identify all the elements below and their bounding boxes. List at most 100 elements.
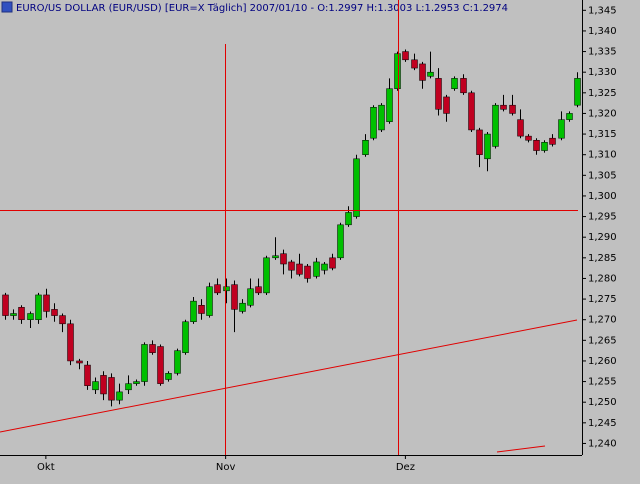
y-tick-label: 1,285 <box>588 253 617 264</box>
candle-body <box>443 96 450 114</box>
candle-body <box>214 284 221 294</box>
candle-body <box>574 78 581 106</box>
candle-body <box>411 59 418 69</box>
candle-body <box>476 129 483 155</box>
candle-body <box>116 391 123 401</box>
candle-body <box>353 158 360 217</box>
candle-body <box>2 294 9 316</box>
y-tick-label: 1,315 <box>588 129 617 140</box>
candle-body <box>157 346 164 384</box>
candle-body <box>304 265 311 279</box>
candle-body <box>10 313 17 316</box>
candle-body <box>149 344 156 353</box>
candle-body <box>255 286 262 294</box>
candle-body <box>288 261 295 271</box>
candle-body <box>198 305 205 314</box>
candle-body <box>394 53 401 89</box>
candle-body <box>67 323 74 362</box>
y-tick-label: 1,295 <box>588 212 617 223</box>
candle-body <box>386 88 393 122</box>
candle-body <box>182 321 189 353</box>
candle-body <box>500 104 507 110</box>
candle-body <box>427 71 434 77</box>
x-tick-label: Nov <box>216 462 236 473</box>
candle-body <box>549 137 556 145</box>
candle-body <box>378 104 385 131</box>
y-tick-label: 1,300 <box>588 191 617 202</box>
candle-body <box>296 263 303 275</box>
y-tick-label: 1,345 <box>588 5 617 16</box>
y-tick-label: 1,255 <box>588 377 617 388</box>
candle-body <box>435 78 442 110</box>
candle-body <box>492 104 499 147</box>
candle-body <box>533 140 540 151</box>
candle-body <box>51 309 58 316</box>
candle-body <box>206 286 213 316</box>
candle-body <box>231 284 238 310</box>
candle-body <box>370 107 377 139</box>
trend-line <box>0 319 578 433</box>
trend-line <box>496 445 546 453</box>
y-tick-label: 1,275 <box>588 294 617 305</box>
x-tick-label: Okt <box>37 462 55 473</box>
candle-body <box>84 364 91 386</box>
candle-body <box>108 377 115 401</box>
plot-area <box>0 0 582 455</box>
y-tick-label: 1,325 <box>588 88 617 99</box>
marks <box>2 49 581 407</box>
candle-body <box>509 104 516 114</box>
candle-body <box>141 344 148 382</box>
candle-body <box>484 133 491 160</box>
candle-body <box>76 360 83 364</box>
candle-body <box>18 307 25 320</box>
y-tick-label: 1,260 <box>588 356 617 367</box>
y-tick-label: 1,290 <box>588 232 617 243</box>
y-tick-label: 1,340 <box>588 26 617 37</box>
candle-body <box>558 119 565 139</box>
candle-body <box>272 255 279 259</box>
y-tick-label: 1,240 <box>588 438 617 449</box>
candle-body <box>337 224 344 259</box>
y-tick-label: 1,270 <box>588 315 617 326</box>
candle-body <box>174 350 181 374</box>
candle-body <box>43 294 50 312</box>
candle-body <box>27 313 34 320</box>
candle-body <box>362 140 369 155</box>
y-tick-label: 1,305 <box>588 170 617 181</box>
candle-body <box>35 294 42 320</box>
candle-body <box>329 257 336 269</box>
candle-body <box>566 113 573 120</box>
x-tick-label: Dez <box>396 462 415 473</box>
candle-body <box>133 381 140 384</box>
candle-body <box>92 381 99 391</box>
y-tick-label: 1,250 <box>588 397 617 408</box>
candle-body <box>165 373 172 380</box>
candle-body <box>419 63 426 81</box>
candle-body <box>59 315 66 325</box>
y-tick-label: 1,335 <box>588 47 617 58</box>
chart-icon <box>1 1 13 13</box>
candle-body <box>263 257 270 294</box>
candle-body <box>345 212 352 226</box>
candle-body <box>100 375 107 395</box>
y-tick-label: 1,280 <box>588 273 617 284</box>
candle-body <box>280 253 287 265</box>
candle-body <box>402 51 409 61</box>
candle-body <box>451 78 458 89</box>
candle-body <box>541 142 548 151</box>
candle-body <box>460 78 467 94</box>
candle-body <box>247 288 254 306</box>
candle-body <box>125 383 132 391</box>
candle-body <box>468 92 475 131</box>
candle-body <box>190 300 197 323</box>
candle-body <box>223 286 230 292</box>
candle-body <box>525 135 532 141</box>
y-tick-label: 1,245 <box>588 418 617 429</box>
y-tick-label: 1,330 <box>588 67 617 78</box>
candle-body <box>517 119 524 137</box>
y-tick-label: 1,265 <box>588 335 617 346</box>
candle-body <box>239 302 246 312</box>
chart-title: EURO/US DOLLAR (EUR/USD) [EUR=X Täglich]… <box>16 3 508 14</box>
